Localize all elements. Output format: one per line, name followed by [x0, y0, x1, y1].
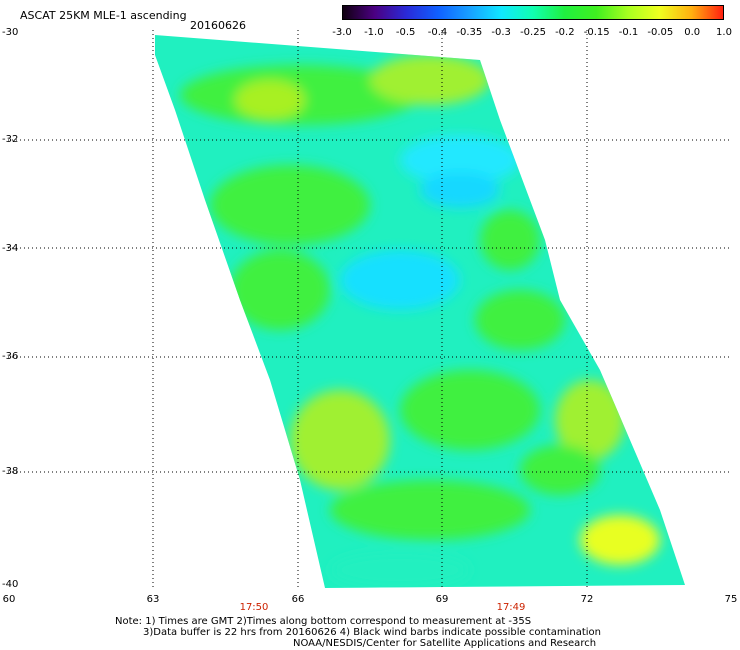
- scale-tick-label: 1.0: [716, 27, 732, 38]
- scale-tick-label: 0.0: [684, 27, 701, 38]
- scale-tick-label: -1.0: [364, 27, 384, 38]
- scale-tick-label: -0.15: [583, 27, 610, 38]
- scale-tick-label: -0.25: [520, 27, 546, 38]
- note-line: NOAA/NESDIS/Center for Satellite Applica…: [293, 638, 597, 649]
- scale-tick-label: -0.05: [647, 27, 674, 38]
- footnotes: Note: 1) Times are GMT 2)Times along bot…: [115, 616, 601, 649]
- lon-label: 72: [580, 594, 594, 605]
- wind-field: [180, 55, 660, 588]
- lat-label: -36: [2, 351, 19, 362]
- scale-tick-label: -0.2: [555, 27, 575, 38]
- lat-label: -34: [2, 243, 19, 254]
- pass-time: 17:50: [239, 602, 269, 613]
- lat-label: -32: [2, 134, 19, 145]
- scale-tick-label: -0.35: [456, 27, 483, 38]
- lat-label: -38: [2, 466, 19, 477]
- lat-label: -40: [2, 579, 19, 590]
- lon-label: 63: [146, 594, 160, 605]
- scale-tick-label: -0.5: [395, 27, 416, 38]
- lon-label: 66: [291, 594, 305, 605]
- scale-tick-label: -0.4: [427, 27, 448, 38]
- color-scale-bar: [342, 5, 724, 20]
- lon-label: 60: [2, 594, 16, 605]
- map-title: ASCAT 25KM MLE-1 ascending: [20, 9, 187, 22]
- scale-tick-label: -0.1: [618, 27, 639, 38]
- pass-time: 17:49: [496, 602, 526, 613]
- note-line: Note: 1) Times are GMT 2)Times along bot…: [115, 616, 532, 627]
- lon-label: 69: [435, 594, 449, 605]
- map-date: 20160626: [190, 19, 246, 32]
- swath-data: [155, 35, 685, 588]
- note-line: 3)Data buffer is 22 hrs from 20160626 4)…: [143, 627, 601, 638]
- lat-label: -30: [2, 27, 19, 38]
- scale-tick-label: -3.0: [332, 27, 352, 38]
- lon-label: 75: [724, 594, 738, 605]
- scale-tick-label: -0.3: [491, 27, 511, 38]
- graticule: [8, 30, 732, 587]
